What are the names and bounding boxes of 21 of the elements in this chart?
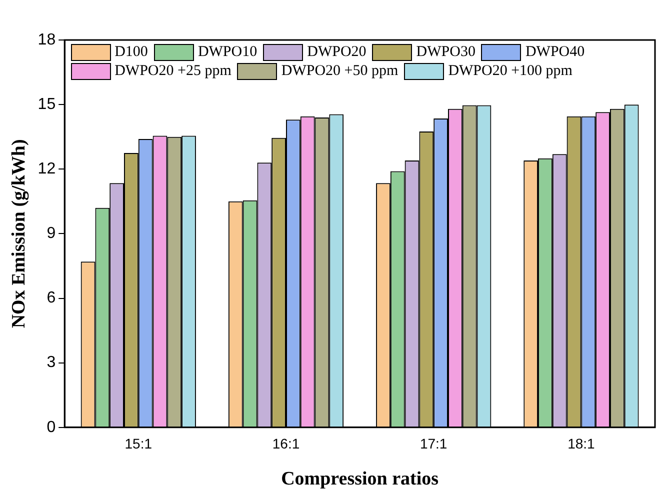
legend-label: DWPO20 +100 ppm bbox=[448, 63, 572, 80]
legend-label: DWPO20 +25 ppm bbox=[114, 63, 232, 80]
y-tick-label: 3 bbox=[46, 354, 56, 372]
x-tick-label: 18:1 bbox=[568, 436, 596, 452]
legend-label: DWPO10 bbox=[198, 44, 258, 61]
y-tick-label: 18 bbox=[38, 31, 56, 48]
legend-label: DWPO30 bbox=[416, 44, 476, 61]
legend-label: DWPO40 bbox=[525, 44, 585, 61]
legend-label: DWPO20 +50 ppm bbox=[281, 63, 398, 80]
legend-label: DWPO20 bbox=[307, 44, 366, 61]
legend-label: D100 bbox=[114, 44, 148, 61]
x-tick-label: 17:1 bbox=[420, 436, 448, 452]
x-tick-label: 15:1 bbox=[124, 436, 152, 452]
y-tick-label: 9 bbox=[46, 225, 56, 242]
y-tick-label: 6 bbox=[46, 290, 56, 307]
y-tick-label: 12 bbox=[38, 160, 56, 178]
y-tick-label: 15 bbox=[38, 96, 56, 113]
x-axis-title: Compression ratios bbox=[281, 468, 439, 490]
y-tick-label: 0 bbox=[46, 418, 56, 436]
y-axis-title: NOx Emission (g/kWh) bbox=[8, 139, 30, 328]
x-tick-label: 16:1 bbox=[272, 436, 300, 452]
